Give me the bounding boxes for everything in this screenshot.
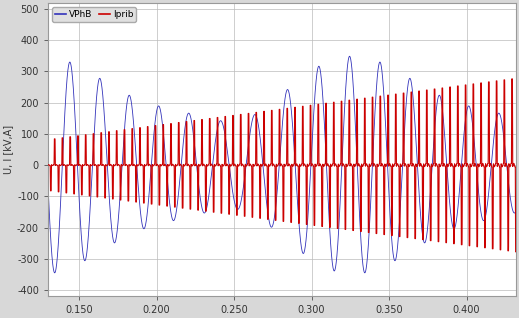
Legend: VPhB, Iprib: VPhB, Iprib [52,7,136,22]
Y-axis label: U, I [kV,A]: U, I [kV,A] [3,125,13,174]
